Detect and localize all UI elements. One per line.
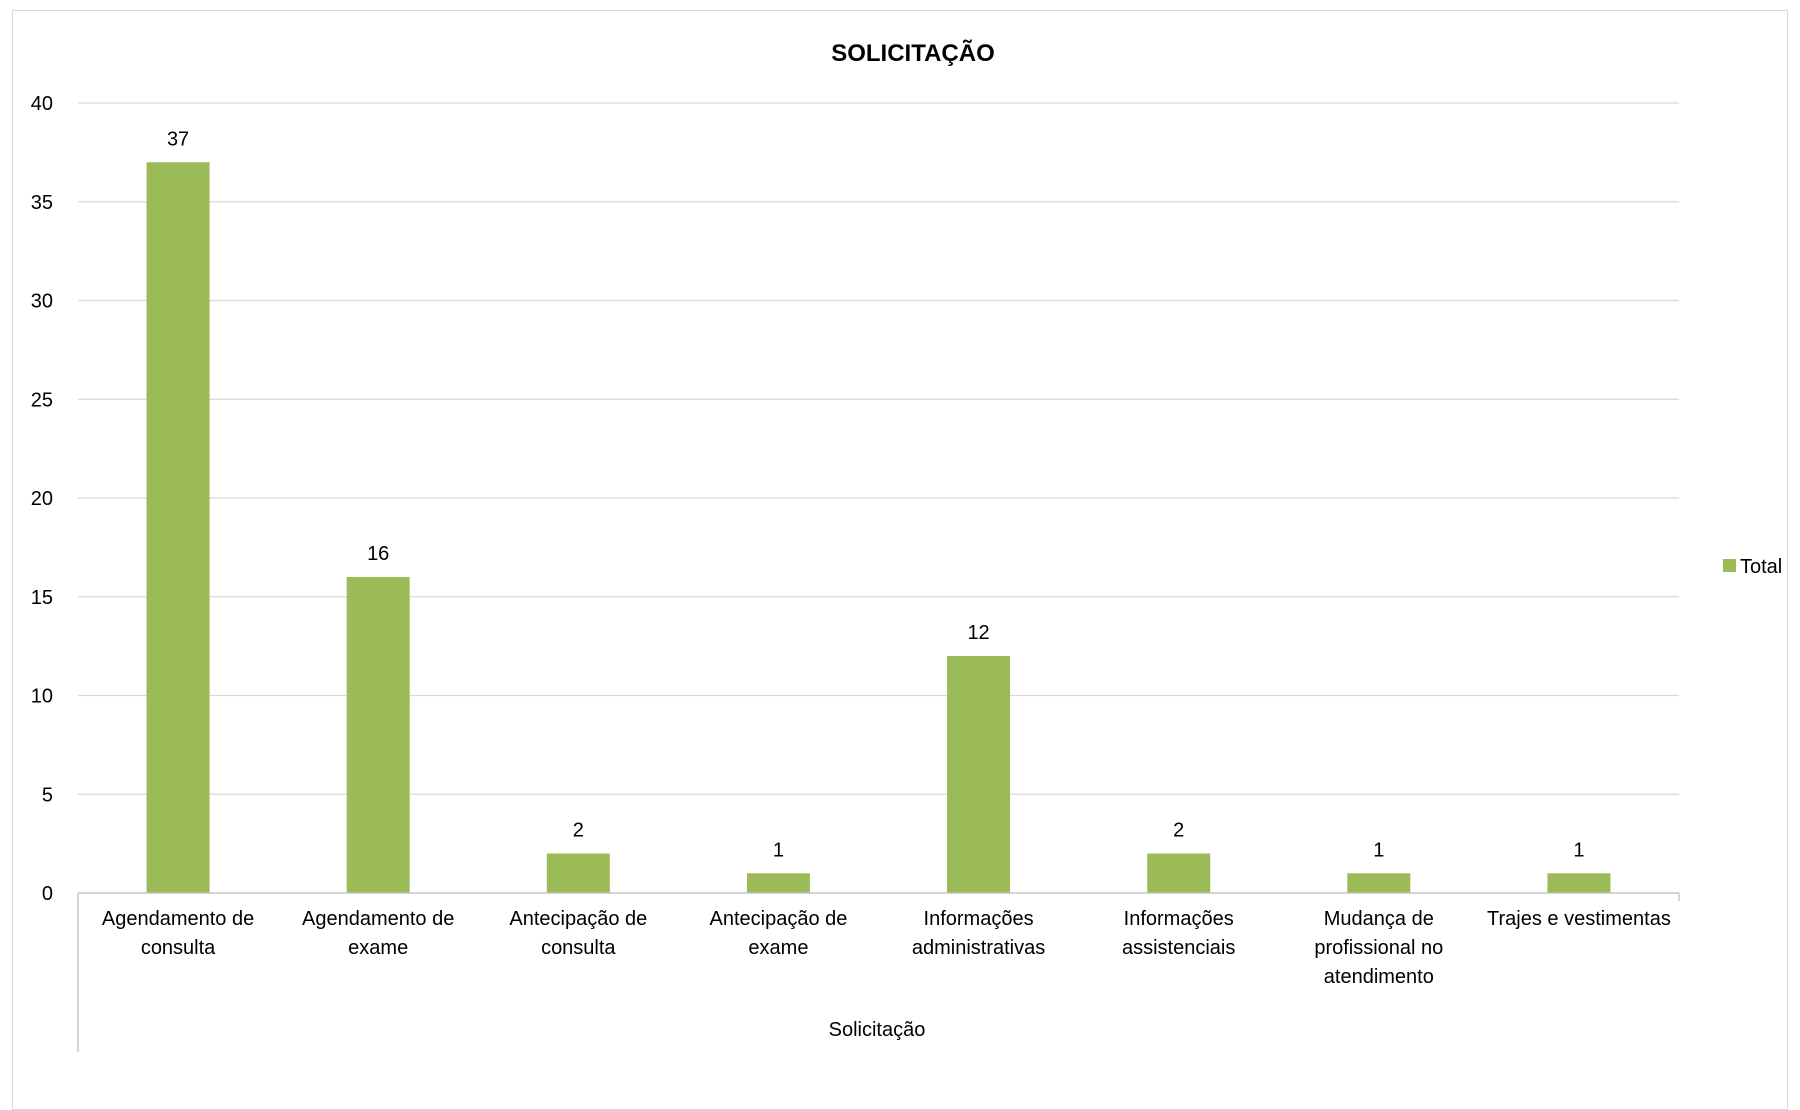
x-category-line: Informações: [1124, 908, 1234, 930]
bar-6: [1347, 873, 1411, 893]
y-tick-label-25: 25: [31, 389, 53, 411]
bar-3: [746, 873, 810, 893]
chart-frame: [12, 10, 1788, 1110]
bar-7: [1547, 873, 1611, 893]
x-category-label-4: Informações administrativas: [912, 908, 1045, 959]
x-category-label-2: Antecipação de consulta: [509, 908, 647, 959]
x-category-line: consulta: [141, 937, 216, 959]
bar-5: [1147, 853, 1211, 893]
bar-0: [146, 162, 210, 893]
data-labels: 37 16 2 1 12 2 1 1: [167, 128, 1585, 861]
x-axis-title: Solicitação: [829, 1019, 926, 1041]
y-tick-label-0: 0: [42, 883, 53, 905]
x-category-label-3: Antecipação de exame: [709, 908, 847, 959]
data-label-7: 1: [1573, 839, 1584, 861]
x-category-line: Agendamento de: [102, 908, 254, 930]
x-category-label-7: Trajes e vestimentas: [1487, 908, 1671, 930]
x-category-line: consulta: [541, 937, 616, 959]
y-axis-ticks: 0 5 10 15 20 25 30 35 40: [31, 93, 53, 905]
y-tick-label-40: 40: [31, 93, 53, 115]
x-category-line: exame: [748, 937, 808, 959]
x-category-label-0: Agendamento de consulta: [102, 908, 254, 959]
data-label-3: 1: [773, 839, 784, 861]
x-category-line: Antecipação de: [709, 908, 847, 930]
y-tick-label-5: 5: [42, 784, 53, 806]
data-label-1: 16: [367, 543, 389, 565]
bar-4: [947, 656, 1011, 893]
gridlines: [78, 102, 1679, 894]
legend: Total: [1723, 556, 1782, 578]
x-category-label-6: Mudança de profissional no atendimento: [1314, 908, 1443, 988]
x-category-line: exame: [348, 937, 408, 959]
y-tick-label-35: 35: [31, 192, 53, 214]
x-category-line: administrativas: [912, 937, 1045, 959]
y-tick-label-15: 15: [31, 587, 53, 609]
x-axis: Agendamento de consulta Agendamento de exam…: [77, 892, 1680, 1052]
bar-chart: SOLICITAÇÃO 0 5 10 15 20 25 30 35 40 37 16 2 1 12 2 1 1…: [31, 39, 1782, 1052]
data-label-5: 2: [1173, 820, 1184, 842]
chart-title: SOLICITAÇÃO: [831, 39, 995, 67]
x-category-line: Informações: [924, 908, 1034, 930]
data-label-6: 1: [1373, 839, 1384, 861]
bar-2: [546, 853, 610, 893]
data-label-4: 12: [967, 622, 989, 644]
data-label-2: 2: [573, 820, 584, 842]
x-category-line: profissional no: [1314, 937, 1443, 959]
x-category-label-1: Agendamento de exame: [302, 908, 454, 959]
y-tick-label-20: 20: [31, 488, 53, 510]
bars: [146, 162, 1611, 893]
x-category-line: Mudança de: [1324, 908, 1434, 930]
x-category-line: Agendamento de: [302, 908, 454, 930]
legend-label-total: Total: [1740, 556, 1782, 578]
x-category-line: Antecipação de: [509, 908, 647, 930]
x-category-line: Trajes e vestimentas: [1487, 908, 1671, 930]
y-tick-label-30: 30: [31, 291, 53, 313]
y-tick-label-10: 10: [31, 686, 53, 708]
data-label-0: 37: [167, 128, 189, 150]
x-category-label-5: Informações assistenciais: [1122, 908, 1235, 959]
legend-swatch: [1723, 559, 1736, 572]
x-category-line: atendimento: [1324, 966, 1434, 988]
x-category-line: assistenciais: [1122, 937, 1235, 959]
bar-1: [346, 577, 410, 893]
